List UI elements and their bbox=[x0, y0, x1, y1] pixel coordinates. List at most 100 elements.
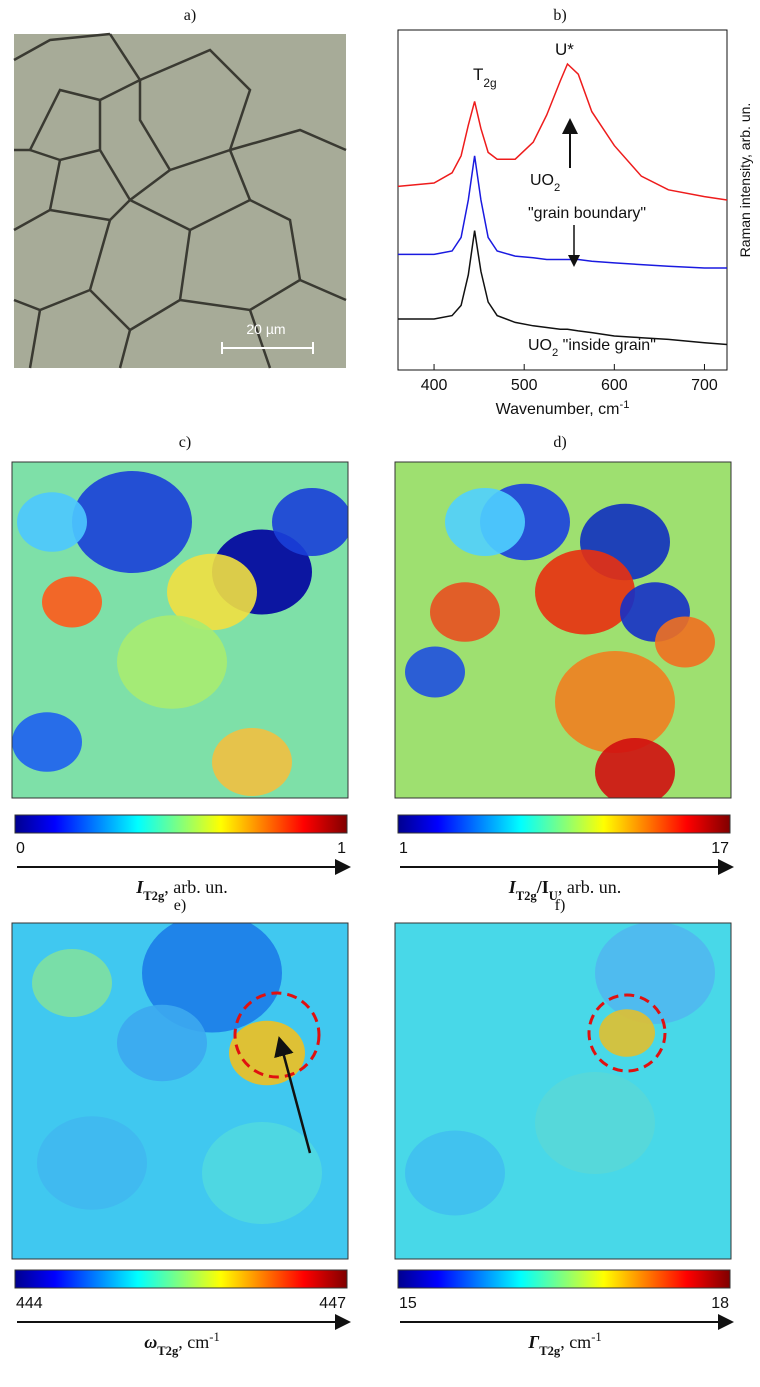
map-region bbox=[37, 1116, 147, 1210]
map-region bbox=[445, 488, 525, 556]
spectrum-line bbox=[398, 230, 728, 346]
highlight-circle bbox=[587, 993, 667, 1073]
text-part: T2g bbox=[539, 1344, 561, 1358]
text-part: , arb. un. bbox=[164, 877, 227, 897]
colorbar-title: ΓT2g, cm-1 bbox=[527, 1330, 601, 1358]
text-part: -1 bbox=[209, 1330, 220, 1344]
micrograph bbox=[13, 32, 347, 369]
map-region bbox=[17, 492, 87, 552]
text-part: ω bbox=[144, 1332, 157, 1352]
annotation: UO2 "inside grain" bbox=[528, 337, 656, 359]
annotation: T2g bbox=[473, 65, 497, 90]
map-region bbox=[117, 615, 227, 709]
map-region bbox=[535, 1072, 655, 1174]
x-tick-label: 500 bbox=[511, 377, 538, 394]
map-region bbox=[117, 1004, 207, 1082]
colorbar-min: 0 bbox=[16, 840, 25, 857]
highlight-circle bbox=[233, 991, 321, 1079]
colorbar-max: 18 bbox=[711, 1295, 729, 1312]
x-tick-label: 400 bbox=[421, 377, 448, 394]
map-frame bbox=[11, 461, 349, 799]
annotation: UO2 bbox=[530, 172, 560, 194]
text-part: -1 bbox=[591, 1330, 602, 1344]
scale-bar-label: 20 µm bbox=[246, 321, 285, 337]
map-region bbox=[405, 1130, 505, 1216]
spectrum-line bbox=[397, 62, 728, 201]
panel-label: c) bbox=[179, 434, 191, 451]
text-part: 2 bbox=[554, 182, 560, 194]
text-part: Γ bbox=[527, 1332, 539, 1352]
map-frame bbox=[11, 922, 349, 1260]
panel-label: b) bbox=[553, 7, 566, 24]
map-region bbox=[535, 549, 635, 635]
colorbar-max: 17 bbox=[711, 840, 729, 857]
colorbar-min: 15 bbox=[399, 1295, 417, 1312]
map-region bbox=[212, 728, 292, 796]
x-axis-label: Wavenumber, cm-1 bbox=[496, 399, 630, 418]
map-region bbox=[202, 1122, 322, 1224]
panel-label: a) bbox=[184, 7, 196, 24]
map-region bbox=[595, 738, 675, 798]
text-part: I bbox=[135, 877, 144, 897]
map-region bbox=[42, 576, 102, 628]
colorbar-title: IT2g, arb. un. bbox=[135, 877, 228, 903]
text-part: Wavenumber, cm bbox=[496, 401, 620, 418]
colorbar-title: ωT2g, cm-1 bbox=[144, 1330, 220, 1358]
text-part: T2g bbox=[157, 1344, 179, 1358]
text-part: UO bbox=[530, 172, 554, 189]
map-region bbox=[12, 712, 82, 772]
map-region bbox=[555, 651, 675, 753]
map-region bbox=[595, 923, 715, 1024]
map-region bbox=[272, 488, 348, 556]
colorbar bbox=[14, 814, 348, 834]
colorbar-min: 1 bbox=[399, 840, 408, 857]
text-part: 2 bbox=[552, 347, 558, 359]
panel-label: f) bbox=[555, 897, 566, 914]
map-region bbox=[32, 949, 112, 1017]
colorbar-title: IT2g/IU, arb. un. bbox=[508, 877, 622, 903]
arrow bbox=[274, 1036, 312, 1154]
map-image bbox=[12, 923, 348, 1259]
text-part: U bbox=[549, 889, 558, 903]
x-tick-label: 600 bbox=[601, 377, 628, 394]
map-image bbox=[395, 462, 731, 798]
text-part: T bbox=[473, 65, 483, 84]
panel-label: d) bbox=[553, 434, 566, 451]
map-region bbox=[405, 646, 465, 698]
spectrum-line bbox=[398, 155, 727, 269]
text-part: , cm bbox=[560, 1332, 591, 1352]
y-axis-label: Raman intensity, arb. un. bbox=[737, 103, 753, 258]
map-region bbox=[430, 582, 500, 642]
text-part: 2g bbox=[483, 76, 496, 90]
colorbar bbox=[397, 814, 731, 834]
text-part: T2g bbox=[516, 889, 538, 903]
colorbar-max: 447 bbox=[319, 1295, 346, 1312]
map-image bbox=[395, 923, 731, 1259]
text-part: T2g bbox=[143, 889, 165, 903]
spectra-chart: 400 500 600 700 Wavenumber, cm-1 Raman intens… bbox=[397, 29, 753, 418]
text-part: "grain boundary" bbox=[528, 205, 646, 222]
map-region bbox=[599, 1009, 655, 1057]
panel-label: e) bbox=[174, 897, 186, 914]
text-part: /I bbox=[536, 877, 549, 897]
colorbar-max: 1 bbox=[337, 840, 346, 857]
map-region bbox=[655, 616, 715, 668]
map-frame bbox=[394, 922, 732, 1260]
annotation: "grain boundary" bbox=[528, 205, 646, 222]
text-part: I bbox=[508, 877, 517, 897]
plot-frame bbox=[397, 29, 728, 371]
map-region bbox=[72, 471, 192, 573]
text-part: , cm bbox=[178, 1332, 209, 1352]
map-frame bbox=[394, 461, 732, 799]
text-part: U* bbox=[555, 40, 574, 59]
x-tick-label: 700 bbox=[691, 377, 718, 394]
annotation: U* bbox=[555, 40, 574, 59]
text-part: , arb. un. bbox=[558, 877, 621, 897]
colorbar-min: 444 bbox=[16, 1295, 43, 1312]
colorbar bbox=[397, 1269, 731, 1289]
text-part: "inside grain" bbox=[558, 337, 656, 354]
text-part: UO bbox=[528, 337, 552, 354]
colorbar bbox=[14, 1269, 348, 1289]
